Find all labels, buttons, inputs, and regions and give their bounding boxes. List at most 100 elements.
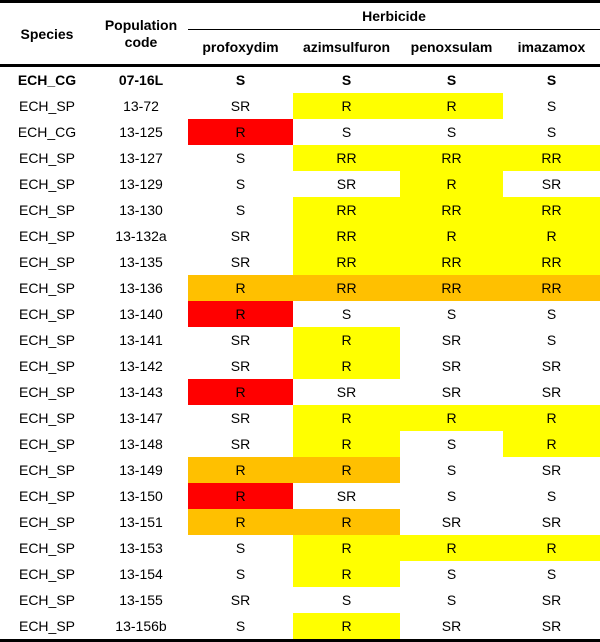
resistance-cell: R bbox=[293, 93, 400, 119]
resistance-cell: S bbox=[235, 72, 246, 88]
table-row: ECH_SP 13-141 SR R SR S bbox=[0, 327, 600, 353]
table-row: ECH_SP 13-127 S RR RR RR bbox=[0, 145, 600, 171]
resistance-cell: S bbox=[446, 566, 457, 582]
population-code-cell: 13-155 bbox=[119, 592, 163, 608]
resistance-cell: S bbox=[235, 150, 246, 166]
species-cell: ECH_SP bbox=[18, 176, 76, 192]
resistance-cell: RR bbox=[503, 249, 600, 275]
resistance-cell: SR bbox=[541, 514, 562, 530]
population-code-cell: 13-72 bbox=[123, 98, 159, 114]
table-row: ECH_SP 13-153 S R R R bbox=[0, 535, 600, 561]
resistance-cell: R bbox=[503, 431, 600, 457]
table-body: ECH_CG 07-16L S S S S ECH_SP 13-72 SR R R S ECH_CG 13… bbox=[0, 66, 600, 642]
resistance-cell: SR bbox=[541, 176, 562, 192]
resistance-cell: SR bbox=[441, 332, 462, 348]
resistance-cell: S bbox=[446, 592, 457, 608]
species-cell: ECH_SP bbox=[18, 98, 76, 114]
resistance-cell: SR bbox=[441, 514, 462, 530]
resistance-cell: RR bbox=[293, 223, 400, 249]
resistance-cell: S bbox=[546, 72, 557, 88]
resistance-cell: R bbox=[400, 405, 503, 431]
species-cell: ECH_SP bbox=[18, 436, 76, 452]
resistance-cell: RR bbox=[400, 249, 503, 275]
resistance-cell: S bbox=[446, 72, 457, 88]
table-row: ECH_SP 13-154 S R S S bbox=[0, 561, 600, 587]
species-cell: ECH_SP bbox=[18, 202, 76, 218]
resistance-cell: S bbox=[546, 98, 557, 114]
population-code-cell: 13-135 bbox=[119, 254, 163, 270]
resistance-cell: R bbox=[188, 457, 293, 483]
resistance-cell: R bbox=[293, 431, 400, 457]
table-row: ECH_SP 13-132a SR RR R R bbox=[0, 223, 600, 249]
population-code-cell: 13-142 bbox=[119, 358, 163, 374]
species-cell: ECH_SP bbox=[18, 306, 76, 322]
species-column-header: Species bbox=[0, 0, 94, 67]
resistance-cell: R bbox=[293, 509, 400, 535]
population-code-cell: 13-149 bbox=[119, 462, 163, 478]
resistance-cell: R bbox=[400, 223, 503, 249]
resistance-cell: SR bbox=[336, 488, 357, 504]
population-code-header-line1: Population bbox=[104, 16, 178, 33]
species-cell: ECH_SP bbox=[18, 410, 76, 426]
population-code-cell: 13-129 bbox=[119, 176, 163, 192]
resistance-cell: SR bbox=[230, 228, 251, 244]
table-row: ECH_SP 13-135 SR RR RR RR bbox=[0, 249, 600, 275]
resistance-cell: R bbox=[293, 561, 400, 587]
population-code-cell: 13-141 bbox=[119, 332, 163, 348]
resistance-cell: RR bbox=[293, 145, 400, 171]
resistance-cell: R bbox=[188, 301, 293, 327]
species-cell: ECH_SP bbox=[18, 514, 76, 530]
resistance-cell: SR bbox=[336, 176, 357, 192]
resistance-cell: RR bbox=[400, 145, 503, 171]
species-cell: ECH_SP bbox=[18, 332, 76, 348]
resistance-cell: S bbox=[341, 72, 352, 88]
resistance-cell: SR bbox=[336, 384, 357, 400]
population-code-cell: 13-140 bbox=[119, 306, 163, 322]
resistance-cell: SR bbox=[230, 98, 251, 114]
population-code-header-line2: code bbox=[124, 33, 158, 50]
population-code-cell: 13-143 bbox=[119, 384, 163, 400]
species-cell: ECH_SP bbox=[18, 280, 76, 296]
table-row: ECH_SP 13-140 R S S S bbox=[0, 301, 600, 327]
table-row: ECH_SP 13-72 SR R R S bbox=[0, 93, 600, 119]
resistance-cell: R bbox=[503, 405, 600, 431]
resistance-cell: S bbox=[188, 613, 293, 642]
table-row: ECH_SP 13-143 R SR SR SR bbox=[0, 379, 600, 405]
resistance-cell: S bbox=[546, 306, 557, 322]
resistance-cell: R bbox=[400, 171, 503, 197]
table-header: Species Population code Herbicide profox… bbox=[0, 0, 600, 67]
population-code-column-header: Population code bbox=[94, 0, 188, 67]
population-code-cell: 07-16L bbox=[118, 72, 164, 88]
resistance-cell: R bbox=[503, 535, 600, 561]
resistance-cell: S bbox=[446, 306, 457, 322]
resistance-cell: R bbox=[293, 327, 400, 353]
resistance-cell: SR bbox=[541, 462, 562, 478]
resistance-cell: S bbox=[446, 462, 457, 478]
species-cell: ECH_SP bbox=[18, 566, 76, 582]
resistance-cell: SR bbox=[230, 436, 251, 452]
resistance-cell: SR bbox=[230, 410, 251, 426]
herbicide-group-header: Herbicide bbox=[188, 0, 600, 30]
table-row: ECH_CG 07-16L S S S S bbox=[0, 66, 600, 94]
population-code-cell: 13-154 bbox=[119, 566, 163, 582]
resistance-cell: RR bbox=[293, 275, 400, 301]
resistance-cell: SR bbox=[230, 358, 251, 374]
herbicide-header-azimsulfuron: azimsulfuron bbox=[293, 29, 400, 67]
resistance-cell: R bbox=[293, 405, 400, 431]
resistance-cell: RR bbox=[400, 275, 503, 301]
herbicide-header-profoxydim: profoxydim bbox=[188, 29, 293, 67]
resistance-cell: SR bbox=[230, 592, 251, 608]
species-cell: ECH_SP bbox=[18, 358, 76, 374]
species-cell: ECH_SP bbox=[18, 540, 76, 556]
resistance-cell: RR bbox=[293, 249, 400, 275]
resistance-cell: S bbox=[341, 124, 352, 140]
population-code-cell: 13-132a bbox=[115, 228, 167, 244]
resistance-cell: RR bbox=[503, 275, 600, 301]
resistance-cell: R bbox=[188, 509, 293, 535]
table-row: ECH_SP 13-151 R R SR SR bbox=[0, 509, 600, 535]
species-cell: ECH_SP bbox=[18, 592, 76, 608]
resistance-cell: R bbox=[503, 223, 600, 249]
resistance-cell: S bbox=[235, 566, 246, 582]
resistance-cell: S bbox=[446, 488, 457, 504]
